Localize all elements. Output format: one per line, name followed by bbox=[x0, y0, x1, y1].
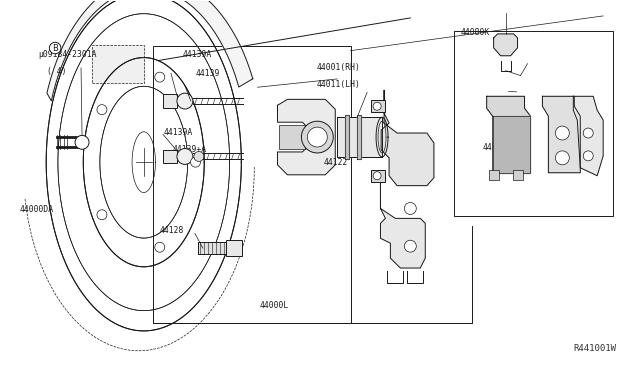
Text: R441001W: R441001W bbox=[573, 344, 616, 353]
Circle shape bbox=[583, 128, 593, 138]
Circle shape bbox=[191, 157, 200, 167]
Circle shape bbox=[194, 151, 204, 161]
Bar bbox=[371, 170, 385, 182]
Polygon shape bbox=[543, 96, 580, 173]
Bar bbox=[337, 117, 382, 157]
Circle shape bbox=[373, 102, 381, 110]
Polygon shape bbox=[278, 99, 335, 175]
Polygon shape bbox=[573, 96, 603, 176]
Bar bbox=[198, 242, 226, 254]
Polygon shape bbox=[47, 0, 253, 101]
Bar bbox=[163, 94, 177, 108]
Text: ( 4): ( 4) bbox=[47, 67, 67, 76]
Circle shape bbox=[177, 93, 193, 109]
Circle shape bbox=[97, 105, 107, 115]
Polygon shape bbox=[493, 34, 518, 56]
Polygon shape bbox=[380, 179, 425, 268]
Bar bbox=[513, 170, 522, 180]
Circle shape bbox=[373, 172, 381, 180]
Text: 44139A: 44139A bbox=[164, 128, 193, 137]
Polygon shape bbox=[486, 96, 531, 173]
Text: µ09184-2301A: µ09184-2301A bbox=[38, 51, 97, 60]
Bar bbox=[92, 45, 144, 83]
Text: B: B bbox=[52, 44, 58, 52]
Circle shape bbox=[177, 148, 193, 164]
Circle shape bbox=[307, 127, 327, 147]
Circle shape bbox=[155, 242, 164, 252]
Polygon shape bbox=[381, 90, 434, 186]
Text: 44000DA: 44000DA bbox=[19, 205, 53, 215]
Bar bbox=[280, 125, 305, 149]
Text: 44000L: 44000L bbox=[259, 301, 289, 311]
Text: 44139: 44139 bbox=[196, 69, 220, 78]
Polygon shape bbox=[345, 115, 349, 159]
Circle shape bbox=[583, 151, 593, 161]
Text: 44139A: 44139A bbox=[183, 51, 212, 60]
Circle shape bbox=[75, 135, 89, 149]
Polygon shape bbox=[493, 116, 531, 173]
Text: 44080K: 44080K bbox=[460, 28, 490, 37]
Circle shape bbox=[404, 202, 416, 214]
Bar bbox=[153, 46, 351, 323]
Bar bbox=[371, 100, 385, 112]
Bar bbox=[163, 150, 177, 163]
Bar bbox=[454, 31, 613, 215]
Bar bbox=[489, 170, 499, 180]
Bar bbox=[226, 240, 242, 256]
Circle shape bbox=[556, 126, 570, 140]
Circle shape bbox=[556, 151, 570, 165]
Text: 44122: 44122 bbox=[323, 157, 348, 167]
Circle shape bbox=[404, 240, 416, 252]
Text: 44011(LH): 44011(LH) bbox=[317, 80, 361, 89]
Circle shape bbox=[155, 72, 164, 82]
Polygon shape bbox=[357, 115, 361, 159]
Text: 44001(RH): 44001(RH) bbox=[317, 63, 361, 72]
Text: 44000K: 44000K bbox=[483, 143, 512, 152]
Text: 44139+A: 44139+A bbox=[172, 145, 206, 154]
Circle shape bbox=[301, 121, 333, 153]
Circle shape bbox=[97, 210, 107, 220]
Text: 44128: 44128 bbox=[159, 226, 184, 235]
